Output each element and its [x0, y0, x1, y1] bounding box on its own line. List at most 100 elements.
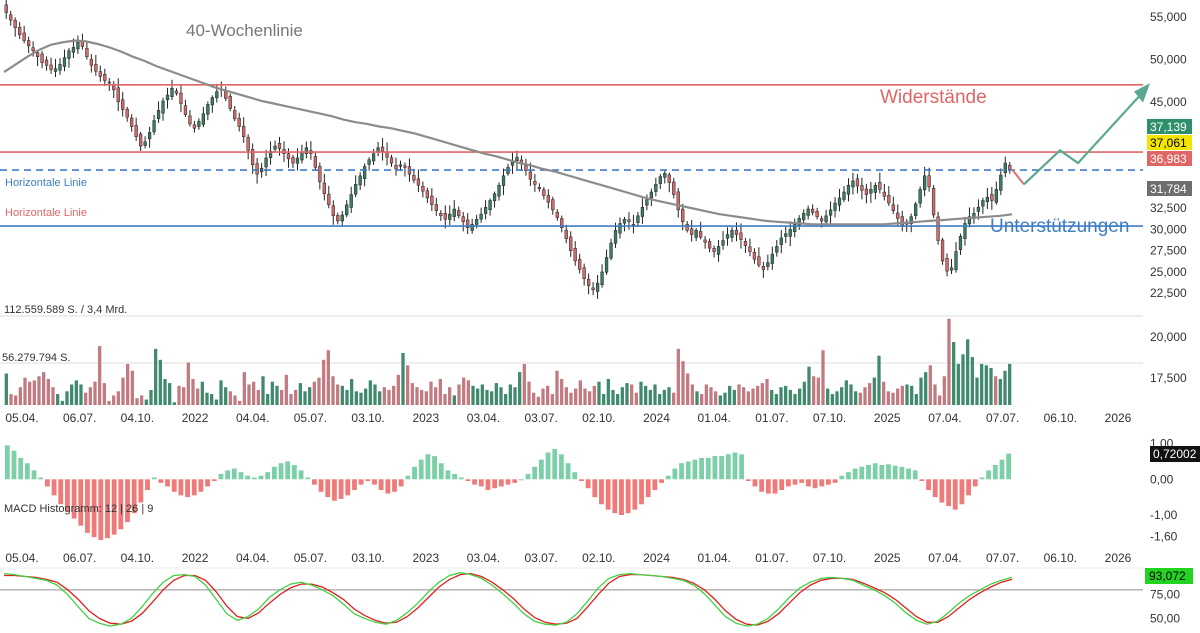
candle-body	[67, 50, 71, 59]
candle-body	[156, 110, 161, 120]
candle-body	[981, 200, 985, 207]
volume-bar	[298, 383, 302, 405]
candle-body	[766, 262, 770, 267]
date-tick-label: 05.04.	[5, 551, 38, 565]
macd-bar	[745, 479, 751, 482]
volume-bar	[844, 380, 848, 405]
date-tick-label: 03.04.	[467, 551, 500, 565]
date-tick-label: 03.10.	[351, 411, 384, 425]
candle-body	[923, 175, 927, 191]
date-tick-label: 2023	[412, 411, 439, 425]
candle-body	[976, 207, 981, 212]
volume-bar	[891, 392, 895, 405]
volume-bar	[952, 342, 956, 405]
volume-bar	[466, 380, 470, 405]
volume-bar	[252, 381, 256, 405]
candle-body	[587, 278, 591, 286]
candle-body	[914, 203, 918, 216]
macd-bar	[111, 479, 117, 535]
volume-bar	[32, 380, 36, 405]
volume-bar	[723, 392, 727, 405]
price-badge-last-text: 37,061	[1150, 136, 1187, 150]
candle-body	[349, 194, 353, 208]
hline-blue-label: Horizontale Linie	[5, 177, 87, 189]
macd-bar	[912, 470, 918, 480]
volume-bar	[779, 387, 783, 405]
volume-bar	[429, 381, 433, 405]
volume-bar	[998, 378, 1002, 405]
macd-bar	[412, 466, 417, 480]
macd-bar	[652, 479, 658, 490]
volume-bar	[639, 381, 643, 405]
volume-bar	[326, 350, 330, 405]
candle-body	[475, 218, 479, 225]
volume-mid-label: 56.279.794 S.	[2, 352, 71, 364]
candle-body	[788, 229, 792, 237]
volume-bar	[905, 384, 909, 405]
candle-body	[828, 209, 833, 216]
macd-bar	[492, 479, 498, 489]
volume-bar	[518, 372, 522, 405]
volume-bar	[350, 378, 354, 405]
macd-tick-label: 0,00	[1150, 472, 1174, 486]
candle-body	[699, 231, 703, 238]
volume-bar	[14, 395, 18, 405]
candle-body	[779, 237, 783, 245]
volume-bar	[868, 383, 872, 405]
date-tick-label: 03.07.	[524, 551, 557, 565]
volume-bar	[536, 396, 540, 405]
volume-bar	[354, 391, 358, 405]
candle-body	[367, 159, 371, 165]
macd-bar	[105, 479, 110, 539]
candle-body	[564, 229, 568, 240]
candle-body	[739, 232, 743, 240]
candle-body	[363, 166, 367, 179]
volume-bar	[266, 394, 270, 405]
candle-body	[900, 216, 904, 226]
macd-bar	[271, 466, 277, 480]
volume-bar	[658, 394, 662, 405]
stoch-tick-label: 75,00	[1150, 588, 1180, 602]
macd-bar	[665, 475, 671, 480]
volume-bars	[4, 318, 1012, 405]
candle-body	[183, 105, 188, 115]
volume-bar	[406, 365, 410, 405]
candle-body	[990, 194, 994, 201]
macd-bar	[65, 479, 70, 512]
macd-bar	[966, 479, 972, 496]
macd-bar	[772, 479, 778, 494]
volume-tick-label: 20,000	[1150, 330, 1187, 344]
price-tick-label: 50,000	[1150, 52, 1187, 66]
date-tick-label: 2022	[182, 551, 209, 565]
price-badge-low-text: 36,983	[1150, 152, 1187, 166]
volume-bar	[830, 394, 834, 405]
volume-bar	[238, 400, 242, 405]
volume-bar	[611, 389, 615, 405]
macd-bar	[779, 479, 785, 490]
candle-body	[613, 230, 618, 244]
price-badge-low: 36,983	[1147, 151, 1192, 166]
candle-body	[940, 239, 945, 262]
candle-body	[336, 215, 340, 222]
candle-body	[837, 197, 842, 206]
macd-bar	[385, 479, 391, 494]
price-tick-label: 22,500	[1150, 286, 1187, 300]
volume-bar	[116, 391, 120, 405]
price-tick-label: 30,000	[1150, 222, 1187, 236]
candle-body	[1003, 162, 1007, 174]
macd-bar	[505, 479, 511, 485]
candle-body	[636, 215, 640, 223]
candle-body	[716, 246, 721, 255]
volume-bar	[205, 392, 209, 405]
volume-bar	[79, 384, 83, 405]
macd-bar	[872, 463, 878, 480]
volume-bar	[550, 394, 554, 405]
macd-bar	[919, 479, 925, 482]
volume-bar	[303, 391, 307, 405]
candle-body	[640, 207, 645, 217]
candle-body	[761, 266, 765, 270]
volume-bar	[490, 391, 494, 405]
